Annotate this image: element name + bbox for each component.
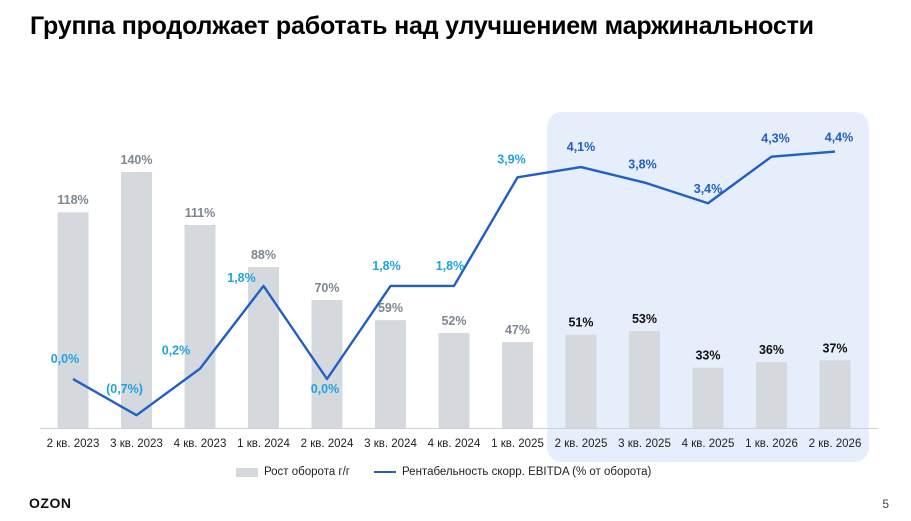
x-tick-label-2: 4 кв. 2023	[174, 438, 227, 450]
line-label-4: 0,0%	[311, 382, 340, 396]
bar-12	[819, 360, 851, 428]
legend-swatch-bar	[236, 467, 258, 477]
bar-label-2: 111%	[185, 206, 216, 220]
bar-8	[565, 334, 597, 428]
bar-9	[629, 331, 660, 428]
bar-0	[57, 212, 89, 428]
bar-label-5: 59%	[378, 301, 403, 315]
bar-3	[248, 267, 279, 428]
line-label-2: 0,2%	[162, 344, 191, 358]
ozon-logo: OZON	[29, 495, 72, 511]
x-tick-label-11: 1 кв. 2026	[745, 438, 798, 450]
page-title: Группа продолжает работать над улучшение…	[30, 12, 814, 40]
legend-item-ebitda-margin: Рентабельность скорр. EBITDA (% от оборо…	[374, 466, 651, 478]
bar-label-8: 51%	[568, 316, 593, 330]
bar-11	[756, 362, 787, 428]
bar-10	[692, 367, 724, 428]
bar-label-11: 36%	[759, 343, 784, 357]
line-label-10: 3,4%	[694, 182, 723, 196]
legend-label-ebitda-margin: Рентабельность скорр. EBITDA (% от оборо…	[402, 466, 652, 478]
bar-label-12: 37%	[822, 341, 847, 355]
x-tick-label-7: 1 кв. 2025	[491, 438, 544, 450]
x-tick-label-8: 2 кв. 2025	[555, 438, 608, 450]
bar-label-6: 52%	[441, 314, 466, 328]
x-tick-label-1: 3 кв. 2023	[110, 438, 163, 450]
ebitda-margin-line	[72, 150, 836, 417]
line-label-11: 4,3%	[761, 132, 790, 146]
bar-label-1: 140%	[121, 153, 153, 167]
chart-legend: Рост оборота г/г Рентабельность скорр. E…	[236, 466, 675, 478]
bar-5	[375, 320, 406, 428]
line-label-9: 3,8%	[628, 158, 657, 172]
line-label-1: (0,7%)	[106, 382, 143, 396]
line-label-6: 1,8%	[436, 259, 465, 273]
line-label-3: 1,8%	[227, 271, 256, 285]
bar-1	[121, 172, 152, 428]
legend-item-revenue-growth: Рост оборота г/г	[236, 466, 350, 478]
legend-swatch-line	[374, 471, 397, 473]
line-label-12: 4,4%	[825, 131, 854, 145]
bar-6	[438, 332, 470, 428]
x-tick-label-0: 2 кв. 2023	[47, 438, 100, 450]
bar-2	[184, 225, 216, 428]
page-number: 5	[882, 497, 889, 511]
x-tick-label-5: 3 кв. 2024	[364, 438, 417, 450]
bar-label-0: 118%	[57, 193, 88, 207]
x-tick-label-12: 2 кв. 2026	[809, 438, 862, 450]
line-label-5: 1,8%	[372, 259, 401, 273]
forecast-highlight	[547, 112, 869, 462]
bar-label-3: 88%	[251, 248, 276, 262]
x-tick-label-6: 4 кв. 2024	[428, 438, 481, 450]
bar-label-7: 47%	[505, 323, 530, 337]
x-tick-label-10: 4 кв. 2025	[682, 438, 735, 450]
x-tick-label-9: 3 кв. 2025	[618, 438, 671, 450]
legend-label-revenue-growth: Рост оборота г/г	[264, 466, 351, 478]
bar-label-9: 53%	[632, 312, 657, 326]
bar-label-10: 33%	[695, 349, 720, 363]
line-label-0: 0,0%	[51, 352, 80, 366]
x-tick-label-4: 2 кв. 2024	[301, 438, 354, 450]
bar-label-4: 70%	[314, 281, 339, 295]
line-label-7: 3,9%	[497, 152, 526, 166]
line-label-8: 4,1%	[567, 140, 596, 154]
x-tick-label-3: 1 кв. 2024	[237, 438, 290, 450]
bar-7	[502, 342, 533, 428]
